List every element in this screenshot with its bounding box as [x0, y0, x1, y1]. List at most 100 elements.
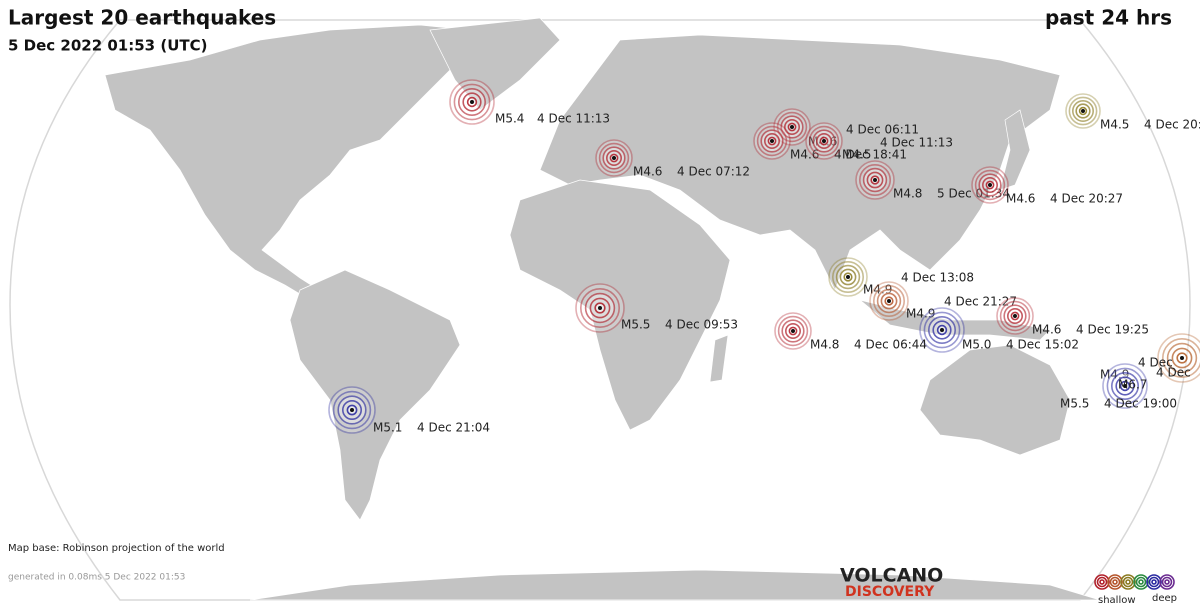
marker-ring [858, 164, 891, 197]
earthquake-marker: M4.6 4 Dec 20:27 [971, 166, 1123, 206]
time-label: 4 Dec 11:13 [537, 112, 610, 126]
time-label: 4 Dec 06:44 [854, 338, 927, 352]
earthquake-marker: M6.7 4 Dec [1102, 363, 1191, 409]
marker-ring [999, 300, 1031, 332]
marker-ring [579, 287, 620, 328]
marker-ring [756, 125, 788, 157]
earthquake-marker: M4.5 4 Dec 11:13 [805, 122, 953, 162]
greenland [429, 17, 561, 111]
time-label: 4 Dec 09:53 [665, 318, 738, 332]
legend-ring [1148, 576, 1160, 588]
marker-center [887, 299, 891, 303]
magnitude-label: M4.8 [810, 338, 839, 352]
legend-ring [1112, 579, 1118, 585]
magnitude-label: M4.8 [893, 187, 922, 201]
marker-center [791, 329, 795, 333]
magnitude-label: M4.6 [1032, 323, 1061, 337]
marker-ring [808, 125, 840, 157]
earthquake-marker: M5.4 4 Dec 11:13 [449, 79, 610, 126]
earthquake-marker: M4.8 4 Dec 06:44 [774, 312, 927, 352]
legend-ring [1151, 579, 1157, 585]
marker-ring [1068, 96, 1098, 126]
time-label: 4 Dec 13:08 [901, 271, 974, 285]
marker-center [822, 139, 826, 143]
marker-ring [1115, 376, 1135, 396]
marker-center [940, 328, 944, 332]
legend-ring [1125, 579, 1131, 585]
antarctica [249, 569, 1101, 601]
earthquake-marker: M4.9 4 Dec 13:08 [828, 257, 974, 297]
legend-ring [1135, 576, 1147, 588]
marker-ring [598, 142, 630, 174]
title: Largest 20 earthquakes [8, 6, 276, 30]
marker-ring [1075, 103, 1091, 119]
marker-center [988, 183, 992, 187]
marker-ring [932, 320, 952, 340]
earthquake-marker: M5.5 4 Dec 09:53 [575, 283, 738, 333]
marker-ring [589, 297, 611, 319]
time-label: 4 Dec 11:13 [880, 136, 953, 150]
magnitude-label: M4.6 [790, 148, 819, 162]
indonesia [859, 299, 1051, 341]
time-label: 4 Dec 19:25 [1076, 323, 1149, 337]
magnitude-label: M4.6 [633, 165, 662, 179]
time-label: 4 Dec 07:12 [677, 165, 750, 179]
legend-ring [1159, 574, 1175, 590]
magnitude-label: M4.9 [863, 283, 892, 297]
marker-ring [776, 111, 808, 143]
magnitude-label: M5.4 [495, 112, 524, 126]
magnitude-label: M4.5 [842, 148, 871, 162]
marker-center [470, 100, 474, 104]
marker-ring [341, 399, 362, 420]
marker-ring [605, 150, 622, 167]
time-label: 4 Dec 19:00 [1104, 397, 1177, 411]
marker-center [1013, 314, 1017, 318]
marker-ring [866, 171, 884, 189]
marker-center [790, 125, 794, 129]
time-label: 4 Dec 21:04 [417, 421, 490, 435]
period: past 24 hrs [1045, 6, 1172, 30]
time-label: 5 Dec 01:34 [937, 187, 1010, 201]
earthquake-marker: M4.5 4 Dec 20: [1065, 93, 1200, 132]
legend-deep: deep [1152, 593, 1177, 604]
south-america [289, 269, 461, 521]
time-label: 4 Dec 21:27 [944, 295, 1017, 309]
time-label: 4 Dec 20: [1144, 118, 1200, 132]
marker-center [612, 156, 616, 160]
marker-center [846, 275, 850, 279]
marker-ring [981, 177, 998, 194]
marker-ring [974, 169, 1006, 201]
magnitude-label: M4.5 [1100, 118, 1129, 132]
marker-ring [872, 284, 905, 317]
time-label: 4 Dec 06:11 [846, 123, 919, 137]
marker-ring [462, 92, 482, 112]
marker-center [873, 178, 877, 182]
earthquake-marker: M5.0 4 Dec 15:02 [919, 307, 1079, 353]
legend-ring [1122, 576, 1134, 588]
north-america [104, 24, 471, 301]
legend-ring [1133, 574, 1149, 590]
marker-ring [453, 83, 491, 121]
magnitude-label: M4.9 [906, 307, 935, 321]
legend-ring [1099, 579, 1105, 585]
earthquake-marker: M4.6 4 Dec 18:41 [753, 122, 907, 162]
madagascar [709, 334, 729, 383]
legend-ring [1146, 574, 1162, 590]
time-label: 4 Dec [1138, 356, 1173, 370]
legend-ring [1120, 574, 1136, 590]
time-label: 4 Dec [1156, 366, 1191, 380]
marker-ring [784, 322, 801, 339]
legend-shallow: shallow [1098, 595, 1136, 606]
logo-bottom: DISCOVERY [845, 584, 935, 600]
legend-ring [1107, 574, 1123, 590]
eurasia [539, 34, 1061, 291]
marker-ring [777, 315, 809, 347]
marker-center [1180, 356, 1184, 360]
marker-ring [815, 133, 832, 150]
subtitle: 5 Dec 2022 01:53 (UTC) [8, 37, 207, 55]
australia [919, 344, 1071, 456]
marker-ring [783, 119, 800, 136]
marker-center [598, 306, 602, 310]
marker-ring [831, 260, 864, 293]
